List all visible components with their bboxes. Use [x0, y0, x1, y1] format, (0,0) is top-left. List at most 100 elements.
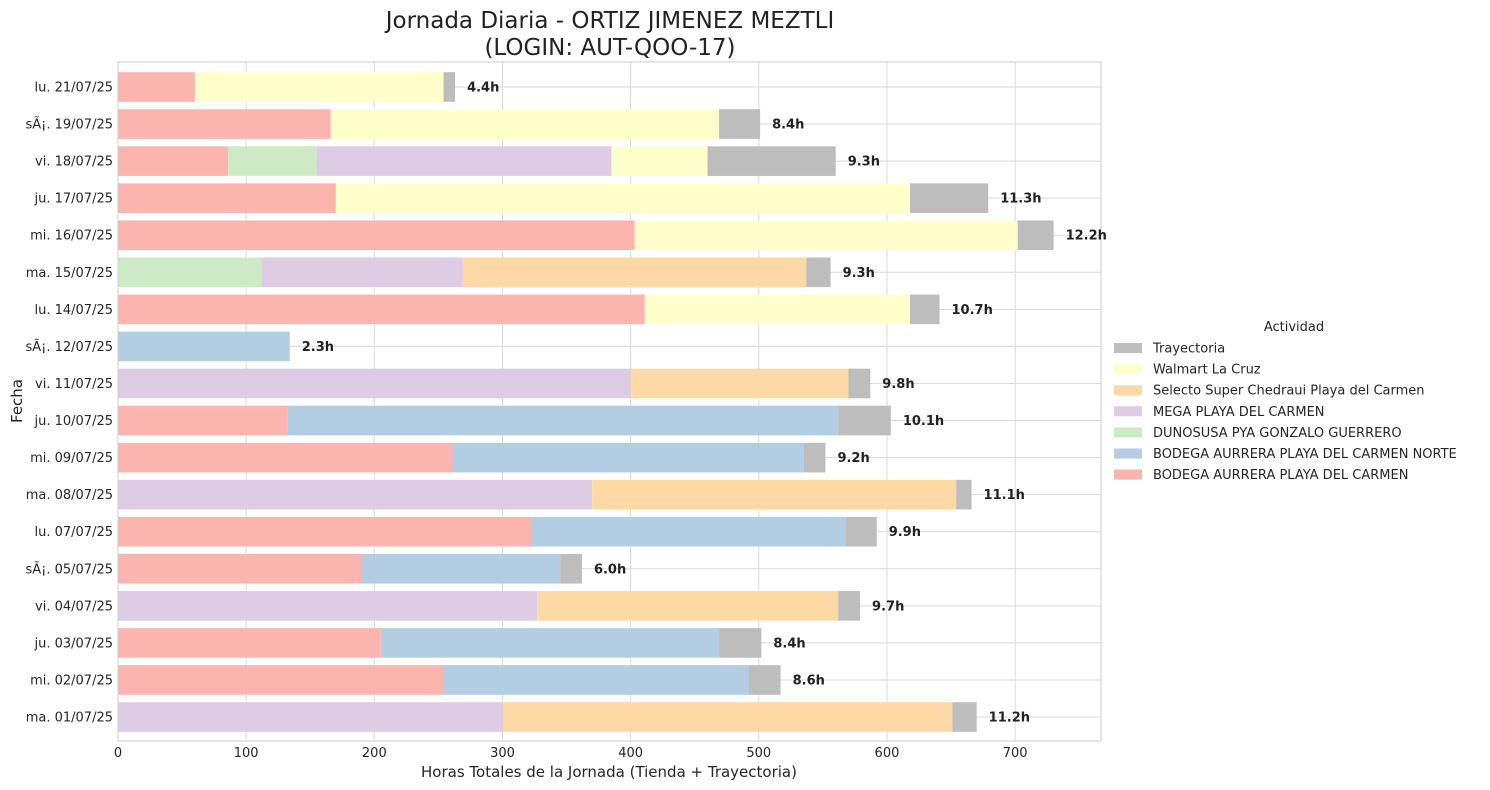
y-tick-label: vi. 04/07/25 [35, 599, 113, 614]
bar-segment [261, 257, 463, 288]
bar-segment [634, 220, 1018, 251]
legend: Actividad Trayectoria Walmart La Cruz Sele… [1114, 320, 1457, 483]
total-label: 11.2h [989, 711, 1030, 726]
legend-swatch [1114, 364, 1142, 375]
bar-segment [118, 702, 504, 732]
bar-segment [719, 109, 761, 139]
x-tick-label: 200 [362, 746, 387, 761]
bar-segment [952, 702, 977, 732]
y-tick-label: sÃ¡. 05/07/25 [25, 561, 113, 577]
bar-segment [118, 146, 229, 176]
bar-segment [118, 257, 262, 288]
bar-segment [380, 628, 720, 658]
legend-entry-label: MEGA PLAYA DEL CARMEN [1153, 405, 1325, 420]
bar-segment [118, 72, 195, 102]
total-label: 2.3h [302, 340, 334, 355]
y-tick-label: ju. 17/07/25 [33, 192, 113, 207]
y-tick-label: ma. 08/07/25 [26, 488, 113, 503]
bar-segment [316, 146, 612, 176]
y-tick-label: vi. 11/07/25 [35, 377, 113, 392]
total-label: 6.0h [594, 562, 626, 577]
bar-segment [118, 516, 532, 547]
legend-entry-label: BODEGA AURRERA PLAYA DEL CARMEN NORTE [1153, 447, 1457, 462]
y-tick-label: lu. 21/07/25 [34, 81, 113, 96]
y-tick-label: vi. 18/07/25 [35, 155, 113, 170]
y-ticks: lu. 21/07/25 sÃ¡. 19/07/25 vi. 18/07/25 ju.… [25, 81, 113, 726]
bar-segment [910, 183, 989, 213]
bar-segment [443, 72, 456, 102]
bar-segment [806, 257, 831, 288]
bar-segment [503, 702, 953, 732]
legend-entry-label: Trayectoria [1152, 342, 1225, 357]
total-label: 9.9h [889, 525, 921, 540]
legend-swatch [1114, 448, 1142, 459]
bar-segment [838, 405, 891, 436]
bar-segment [361, 553, 561, 584]
total-label: 9.2h [837, 451, 869, 466]
chart-title-line-2: (LOGIN: AUT-QOO-17) [484, 35, 735, 61]
bar-segment [118, 294, 645, 325]
total-labels: 4.4h 8.4h 9.3h 11.3h 12.2h 9.3h 10.7h 2.3h 9.8h 1… [302, 81, 1107, 726]
total-label: 9.8h [882, 377, 914, 392]
bar-segment [592, 479, 957, 510]
bar-segment [443, 665, 749, 695]
legend-swatch [1114, 343, 1142, 353]
bar-segment [118, 331, 290, 362]
total-label: 11.3h [1000, 192, 1041, 207]
bar-segment [803, 442, 826, 473]
plot-area-frame [117, 61, 1102, 742]
legend-swatch [1114, 427, 1142, 438]
total-label: 10.7h [952, 303, 993, 318]
y-tick-label: ju. 03/07/25 [33, 636, 113, 651]
x-ticks: 0 100 200 300 400 500 600 700 [114, 746, 1028, 761]
chart-title-line-1: Jornada Diaria - ORTIZ JIMENEZ MEZTLI [384, 8, 834, 34]
x-tick-label: 700 [1003, 746, 1028, 761]
bar-segment [118, 109, 331, 139]
y-tick-label: mi. 16/07/25 [30, 229, 113, 244]
legend-swatch [1114, 469, 1142, 480]
y-tick-label: mi. 09/07/25 [30, 451, 113, 466]
bar-segment [462, 257, 807, 288]
legend-swatch [1114, 385, 1142, 396]
total-label: 9.3h [848, 155, 880, 170]
bar-segment [118, 665, 444, 695]
bar-segment [228, 146, 317, 176]
legend-entry-label: Walmart La Cruz [1153, 363, 1261, 378]
y-axis-label: Fecha [8, 379, 26, 423]
bar-segment [719, 628, 762, 658]
total-label: 9.3h [843, 266, 875, 281]
bar-segment [452, 442, 804, 473]
x-tick-label: 0 [114, 746, 122, 761]
bar-segment [560, 553, 582, 584]
bar-segment [335, 183, 911, 213]
x-tick-label: 600 [875, 746, 900, 761]
legend-title: Actividad [1264, 320, 1324, 335]
bar-segment [707, 146, 836, 176]
bar-segment [118, 442, 453, 473]
bar-segment [118, 591, 538, 621]
total-label: 8.4h [772, 118, 804, 133]
total-label: 9.7h [872, 599, 904, 614]
y-tick-label: ma. 01/07/25 [26, 711, 113, 726]
bar-segment [1017, 220, 1054, 251]
total-label: 12.2h [1066, 229, 1107, 244]
legend-entry-label: BODEGA AURRERA PLAYA DEL CARMEN [1153, 468, 1408, 483]
y-tick-label: sÃ¡. 12/07/25 [25, 339, 113, 355]
total-label: 8.6h [793, 673, 825, 688]
bar-segment [537, 591, 839, 621]
bars [118, 72, 1054, 732]
bar-segment [910, 294, 940, 325]
x-tick-label: 400 [618, 746, 643, 761]
bar-segment [848, 368, 871, 399]
bar-segment [118, 405, 288, 436]
y-tick-label: ma. 15/07/25 [26, 266, 113, 281]
x-tick-label: 500 [746, 746, 771, 761]
total-label: 8.4h [773, 636, 805, 651]
bar-segment [194, 72, 444, 102]
y-tick-label: sÃ¡. 19/07/25 [25, 117, 113, 133]
bar-segment [118, 368, 631, 399]
bar-segment [118, 628, 381, 658]
bar-segment [644, 294, 911, 325]
bar-segment [287, 405, 839, 436]
